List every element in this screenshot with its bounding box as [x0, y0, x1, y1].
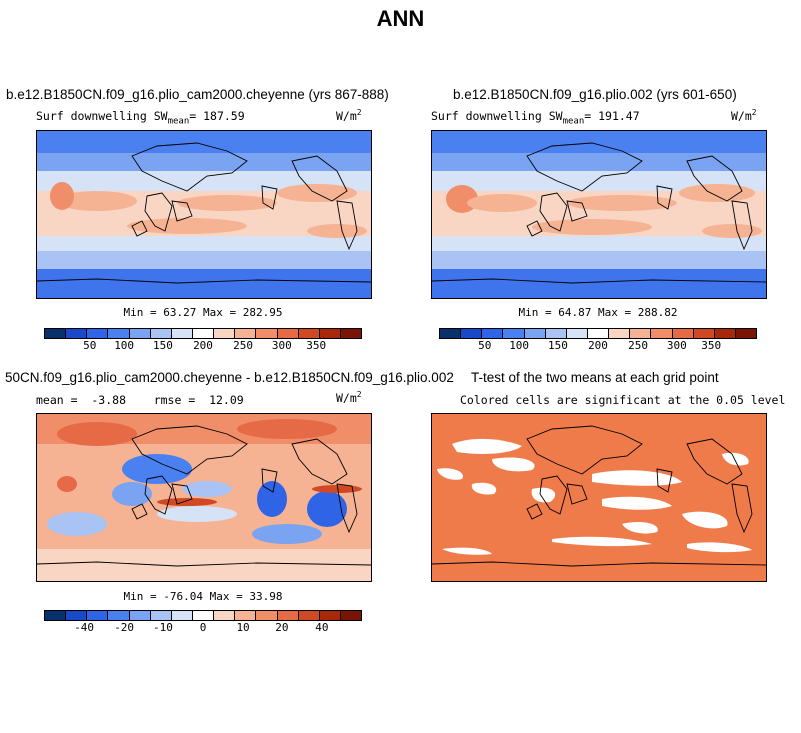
panel-3-colorbar-swatches — [44, 610, 362, 621]
colorbar-swatch — [235, 329, 257, 338]
panel-3-title: 50CN.f09_g16.plio_cam2000.cheyenne - b.e… — [5, 370, 454, 385]
panel-3-colorbar-ticks: -40 -20 -10 0 10 20 40 — [44, 621, 362, 635]
colorbar-swatch — [150, 329, 172, 338]
panel-1-min-max: Min = 63.27 Max = 282.95 — [123, 306, 283, 319]
panel-3-subtitle: mean = -3.88 rmse = 12.09 — [36, 393, 244, 407]
colorbar-swatch — [630, 329, 652, 338]
tick-label: 300 — [271, 339, 292, 352]
colorbar-swatch — [482, 329, 504, 338]
panel-2-colorbar-swatches — [439, 328, 757, 339]
colorbar-swatch — [609, 329, 631, 338]
panel-1-title: b.e12.B1850CN.f09_g16.plio_cam2000.cheye… — [6, 87, 389, 102]
panel-1-map-svg — [37, 131, 371, 298]
colorbar-swatch — [319, 611, 341, 620]
colorbar-swatch — [192, 329, 215, 338]
panel-1-units: W/m2 — [336, 108, 362, 123]
colorbar-swatch — [566, 329, 588, 338]
tick-label: 350 — [306, 339, 327, 352]
tick-label: 50 — [83, 339, 97, 352]
tick-label: 300 — [666, 339, 687, 352]
colorbar-swatch — [298, 611, 320, 620]
colorbar-swatch — [672, 329, 694, 338]
panel-4-map-svg — [432, 414, 766, 581]
colorbar-swatch — [150, 611, 172, 620]
panel-3-min-max: Min = -76.04 Max = 33.98 — [123, 590, 283, 603]
tick-label: 100 — [509, 339, 530, 352]
colorbar-swatch — [108, 611, 130, 620]
panel-1-colorbar-swatches — [44, 328, 362, 339]
colorbar-swatch — [171, 329, 193, 338]
panel-1-colorbar-ticks: 50 100 150 200 250 300 350 — [44, 339, 362, 353]
colorbar-swatch — [277, 329, 299, 338]
panel-3-units: W/m2 — [336, 390, 362, 405]
tick-label: 200 — [193, 339, 213, 352]
colorbar-swatch — [171, 611, 193, 620]
colorbar-swatch — [66, 329, 88, 338]
tick-label: 10 — [236, 621, 250, 634]
panel-2-map-svg — [432, 131, 766, 298]
colorbar-swatch — [693, 329, 715, 338]
tick-label: 40 — [315, 621, 329, 634]
panel-4-subtitle: Colored cells are significant at the 0.0… — [460, 393, 786, 407]
colorbar-swatch — [87, 329, 109, 338]
tick-label: 150 — [547, 339, 568, 352]
tick-label: 0 — [199, 621, 207, 634]
tick-label: 350 — [701, 339, 722, 352]
page-title: ANN — [376, 6, 425, 31]
panel-3-map — [36, 413, 372, 582]
tick-label: 150 — [152, 339, 173, 352]
panel-2-subtitle: Surf downwelling SWmean= 191.47 — [431, 109, 640, 127]
colorbar-swatch — [214, 611, 236, 620]
colorbar-swatch — [87, 611, 109, 620]
colorbar-swatch — [587, 329, 610, 338]
colorbar-swatch — [66, 611, 88, 620]
colorbar-swatch — [235, 611, 257, 620]
panel-2-map — [431, 130, 767, 299]
panel-1-subtitle: Surf downwelling SWmean= 187.59 — [36, 109, 245, 127]
colorbar-swatch — [192, 611, 215, 620]
colorbar-swatch — [714, 329, 736, 338]
colorbar-swatch — [524, 329, 546, 338]
panel-4-title: T-test of the two means at each grid poi… — [471, 370, 719, 385]
tick-label: 50 — [478, 339, 492, 352]
colorbar-swatch — [45, 329, 67, 338]
colorbar-swatch — [277, 611, 299, 620]
colorbar-swatch — [735, 329, 757, 338]
colorbar-swatch — [340, 329, 362, 338]
colorbar-swatch — [129, 611, 151, 620]
tick-label: -40 — [74, 621, 94, 634]
colorbar-swatch — [545, 329, 567, 338]
colorbar-swatch — [461, 329, 483, 338]
tick-label: 250 — [628, 339, 648, 352]
panel-1-colorbar: 50 100 150 200 250 300 350 — [44, 328, 362, 353]
colorbar-swatch — [108, 329, 130, 338]
colorbar-swatch — [256, 611, 278, 620]
colorbar-swatch — [651, 329, 673, 338]
panel-3-colorbar: -40 -20 -10 0 10 20 40 — [44, 610, 362, 635]
colorbar-swatch — [319, 329, 341, 338]
panel-2-colorbar: 50 100 150 200 250 300 350 — [439, 328, 757, 353]
tick-label: -10 — [152, 621, 173, 634]
panel-3-map-svg — [37, 414, 371, 581]
tick-label: -20 — [114, 621, 135, 634]
panel-2-title: b.e12.B1850CN.f09_g16.plio.002 (yrs 601-… — [453, 87, 737, 102]
tick-label: 100 — [114, 339, 135, 352]
colorbar-swatch — [503, 329, 525, 338]
tick-label: 20 — [275, 621, 289, 634]
colorbar-swatch — [45, 611, 67, 620]
colorbar-swatch — [256, 329, 278, 338]
panel-2-units: W/m2 — [731, 108, 757, 123]
tick-label: 200 — [588, 339, 608, 352]
colorbar-swatch — [440, 329, 462, 338]
panel-2-min-max: Min = 64.87 Max = 288.82 — [518, 306, 678, 319]
colorbar-swatch — [298, 329, 320, 338]
colorbar-swatch — [129, 329, 151, 338]
tick-label: 250 — [233, 339, 253, 352]
colorbar-swatch — [340, 611, 362, 620]
colorbar-swatch — [214, 329, 236, 338]
panel-1-map — [36, 130, 372, 299]
panel-2-colorbar-ticks: 50 100 150 200 250 300 350 — [439, 339, 757, 353]
panel-4-map — [431, 413, 767, 582]
